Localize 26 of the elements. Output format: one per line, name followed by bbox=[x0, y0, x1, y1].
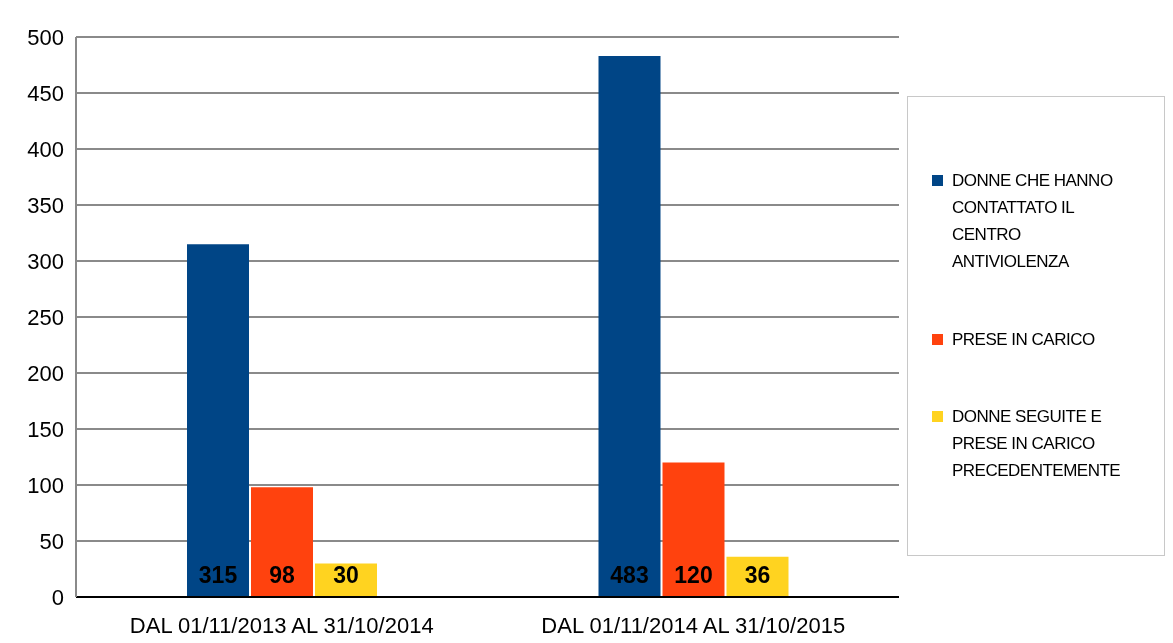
y-tick-label: 250 bbox=[27, 304, 64, 330]
y-tick-label: 100 bbox=[27, 472, 64, 498]
legend-label: DONNE SEGUITE E PRESE IN CARICO PRECEDENTEMENTE bbox=[952, 406, 1122, 482]
y-tick-label: 300 bbox=[27, 248, 64, 274]
y-tick-label: 500 bbox=[27, 24, 64, 50]
data-label: 30 bbox=[333, 562, 359, 588]
data-label: 120 bbox=[674, 562, 713, 588]
y-tick-label: 150 bbox=[27, 416, 64, 442]
y-tick-label: 400 bbox=[27, 136, 64, 162]
x-tick-label: DAL 01/11/2014 AL 31/10/2015 bbox=[541, 612, 846, 638]
data-label: 98 bbox=[269, 562, 295, 588]
y-tick-label: 350 bbox=[27, 192, 64, 218]
data-label: 483 bbox=[610, 562, 649, 588]
bar bbox=[187, 244, 249, 597]
y-tick-label: 200 bbox=[27, 360, 64, 386]
data-label: 315 bbox=[198, 562, 238, 588]
y-tick-label: 0 bbox=[51, 584, 64, 610]
bar bbox=[251, 487, 313, 597]
x-tick-label: DAL 01/11/2013 AL 31/10/2014 bbox=[129, 612, 434, 638]
bar bbox=[662, 462, 725, 597]
y-tick-label: 450 bbox=[27, 80, 64, 106]
legend-label: DONNE CHE HANNO CONTATTATO IL CENTRO ANTIVIOLENZA bbox=[952, 170, 1114, 273]
bar bbox=[598, 56, 661, 597]
legend-label: PRESE IN CARICO bbox=[952, 328, 1096, 351]
data-label: 36 bbox=[744, 562, 771, 588]
y-tick-label: 50 bbox=[39, 528, 64, 554]
